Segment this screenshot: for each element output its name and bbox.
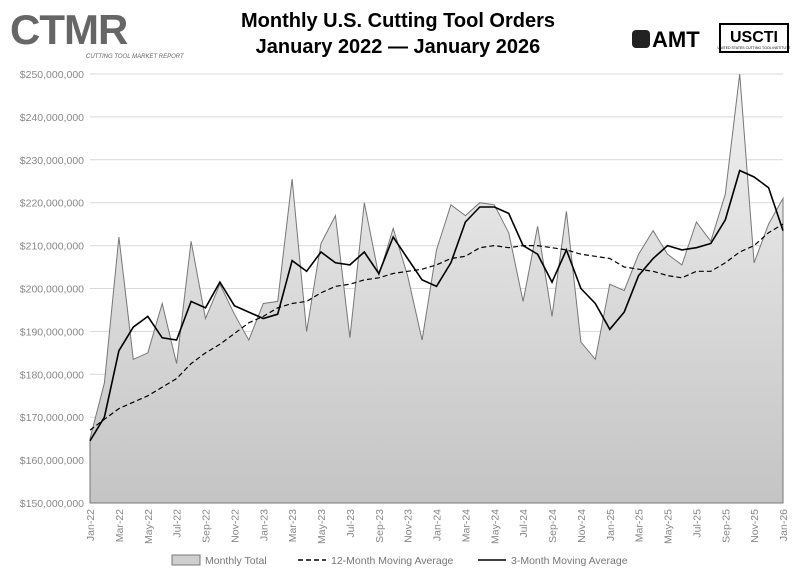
logo-left: CTMR — [10, 6, 128, 53]
x-tick-label: May-24 — [489, 509, 501, 544]
x-tick-label: Jan-26 — [778, 509, 790, 541]
line — [89, 223, 784, 431]
x-tick-label: Nov-23 — [403, 509, 415, 543]
chart-title: Monthly U.S. Cutting Tool Orders — [241, 10, 555, 32]
legend-label: 12-Month Moving Average — [331, 555, 454, 567]
x-tick-label: Mar-23 — [287, 509, 299, 542]
y-tick-label: $230,000,000 — [20, 155, 84, 167]
x-tick-label: Jan-22 — [85, 509, 97, 541]
y-tick-label: $200,000,000 — [20, 284, 84, 296]
y-tick-label: $180,000,000 — [20, 369, 84, 381]
x-tick-label: Nov-25 — [749, 509, 761, 543]
x-tick-label: Mar-24 — [460, 509, 472, 542]
logo-left-caption: CUTTING TOOL MARKET REPORT — [86, 54, 185, 60]
legend-swatch — [171, 554, 201, 566]
x-tick-label: Sep-22 — [201, 509, 213, 543]
logo-amt-icon — [632, 30, 650, 48]
x-tick-label: May-22 — [143, 509, 155, 544]
y-tick-label: $250,000,000 — [20, 69, 84, 81]
legend-label: 3-Month Moving Average — [511, 555, 628, 567]
x-tick-label: Jan-25 — [605, 509, 617, 541]
logo-amt: AMT — [652, 27, 700, 52]
y-tick-label: $210,000,000 — [20, 241, 84, 253]
x-tick-label: Sep-24 — [547, 509, 559, 543]
logo-usc-box — [719, 23, 789, 53]
x-tick-label: Sep-23 — [374, 509, 386, 543]
y-tick-label: $170,000,000 — [20, 412, 84, 424]
x-tick-label: Nov-24 — [576, 509, 588, 543]
x-tick-label: Jul-24 — [518, 509, 530, 538]
x-tick-label: Nov-22 — [229, 509, 241, 543]
area — [89, 73, 784, 504]
logo-usc-caption: UNITED STATES CUTTING TOOL INSTITUTE — [718, 46, 792, 50]
x-tick-label: Jul-22 — [172, 509, 184, 538]
y-tick-label: $190,000,000 — [20, 326, 84, 338]
x-tick-label: Mar-22 — [114, 509, 126, 542]
x-tick-label: Sep-25 — [720, 509, 732, 543]
y-tick-label: $160,000,000 — [20, 455, 84, 467]
x-tick-label: May-25 — [663, 509, 675, 544]
y-tick-label: $150,000,000 — [20, 498, 84, 510]
legend-label: Monthly Total — [205, 555, 267, 567]
y-tick-label: $240,000,000 — [20, 112, 84, 124]
line — [89, 169, 784, 442]
y-tick-label: $220,000,000 — [20, 198, 84, 210]
x-tick-label: May-23 — [316, 509, 328, 544]
x-tick-label: Jul-23 — [345, 509, 357, 538]
chart-subtitle: January 2022 — January 2026 — [256, 36, 541, 58]
x-tick-label: Jan-23 — [258, 509, 270, 541]
x-tick-label: Jul-25 — [691, 509, 703, 538]
x-tick-label: Jan-24 — [432, 509, 444, 541]
logo-usc: USCTI — [730, 29, 778, 46]
x-tick-label: Mar-25 — [634, 509, 646, 542]
